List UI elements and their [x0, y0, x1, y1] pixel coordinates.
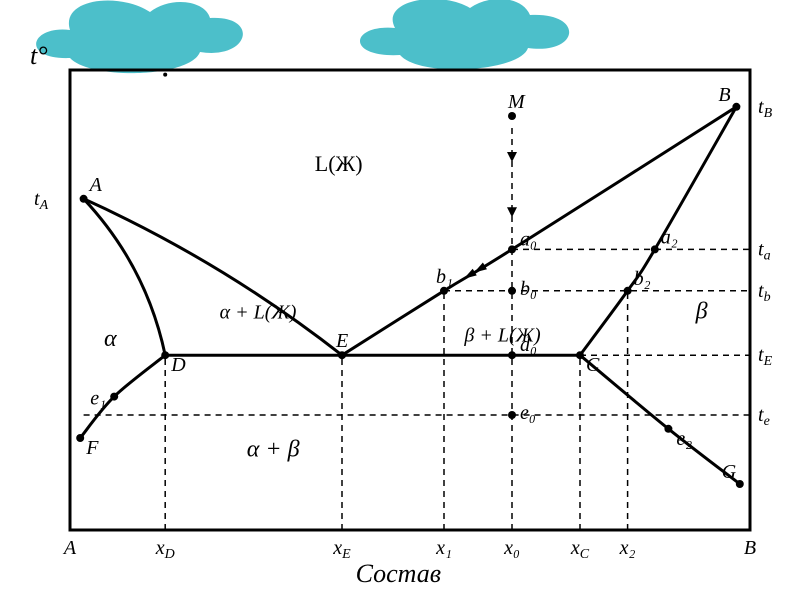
x-tick-xD: xD	[155, 537, 175, 562]
solidus-BC	[580, 107, 736, 355]
point-label-A: A	[88, 174, 103, 196]
x-tick-x2: x₂	[619, 537, 636, 559]
y-tick-tE: tE	[758, 344, 773, 369]
point-label-E: E	[335, 330, 348, 352]
x-tick-x0: x₀	[503, 537, 520, 559]
point-b0	[508, 287, 516, 295]
x-axis-label: Состав	[356, 559, 441, 588]
point-label-C: C	[586, 354, 600, 376]
x-tick-xE: xE	[332, 537, 351, 562]
region-label-0: L(Ж)	[315, 151, 363, 176]
point-d0	[508, 351, 516, 359]
point-C	[576, 351, 584, 359]
region-label-2: α + L(Ж)	[220, 301, 297, 323]
x-tick-xC: xC	[570, 537, 590, 562]
solidus-AD	[84, 199, 166, 355]
point-M	[508, 112, 516, 120]
point-label-b2: b₂	[634, 268, 651, 290]
liquidus-arrow	[464, 269, 477, 279]
region-label-3: β + L(Ж)	[463, 324, 541, 346]
liquidus-arrow	[474, 263, 487, 273]
point-label-e1: e₁	[90, 388, 106, 410]
point-b2	[624, 287, 632, 295]
region-label-5: α + β	[247, 436, 300, 462]
point-D	[161, 351, 169, 359]
point-label-b1: b₁	[436, 266, 453, 288]
region-label-4: β	[695, 298, 708, 324]
point-a2	[651, 245, 659, 253]
point-e0	[508, 411, 516, 419]
phase-diagram: t° Состав AxD xE x₁ x₀ xC x₂ BtA tB ta tb tE te A B D E C F…	[0, 0, 800, 600]
point-label-e2: e₂	[676, 428, 692, 450]
guide-arrow	[507, 207, 517, 217]
decor-cloud-1	[360, 0, 569, 69]
plot-frame	[70, 70, 750, 530]
point-G	[736, 480, 744, 488]
artifact-dot	[163, 73, 167, 77]
point-a0	[508, 245, 516, 253]
point-label-B: B	[718, 84, 730, 106]
point-label-G: G	[722, 461, 737, 483]
y-tick-ta: ta	[758, 238, 771, 263]
y-tick-tA: tA	[34, 188, 49, 213]
y-tick-tB: tB	[758, 96, 773, 121]
y-axis-label: t°	[30, 41, 48, 70]
point-b1	[440, 287, 448, 295]
point-label-a0: a₀	[520, 228, 537, 250]
decor-cloud-0	[36, 0, 243, 73]
x-tick-B: B	[744, 537, 756, 559]
point-B	[732, 103, 740, 111]
point-label-b0: b₀	[520, 278, 537, 300]
point-F	[76, 434, 84, 442]
point-label-D: D	[170, 354, 186, 376]
point-label-e0: e₀	[520, 402, 536, 424]
point-label-F: F	[85, 437, 99, 459]
x-tick-x1: x₁	[435, 537, 452, 559]
y-tick-te: te	[758, 404, 770, 429]
guide-arrow	[507, 152, 517, 162]
x-tick-A: A	[62, 537, 77, 559]
point-e2	[664, 425, 672, 433]
y-tick-tb: tb	[758, 280, 771, 305]
point-A	[80, 195, 88, 203]
liquidus-AE	[84, 199, 342, 355]
point-e1	[110, 393, 118, 401]
point-label-M: M	[507, 91, 526, 113]
region-label-1: α	[104, 326, 117, 352]
point-label-a2: a₂	[661, 226, 678, 248]
point-E	[338, 351, 346, 359]
solvus-CG	[580, 355, 740, 484]
